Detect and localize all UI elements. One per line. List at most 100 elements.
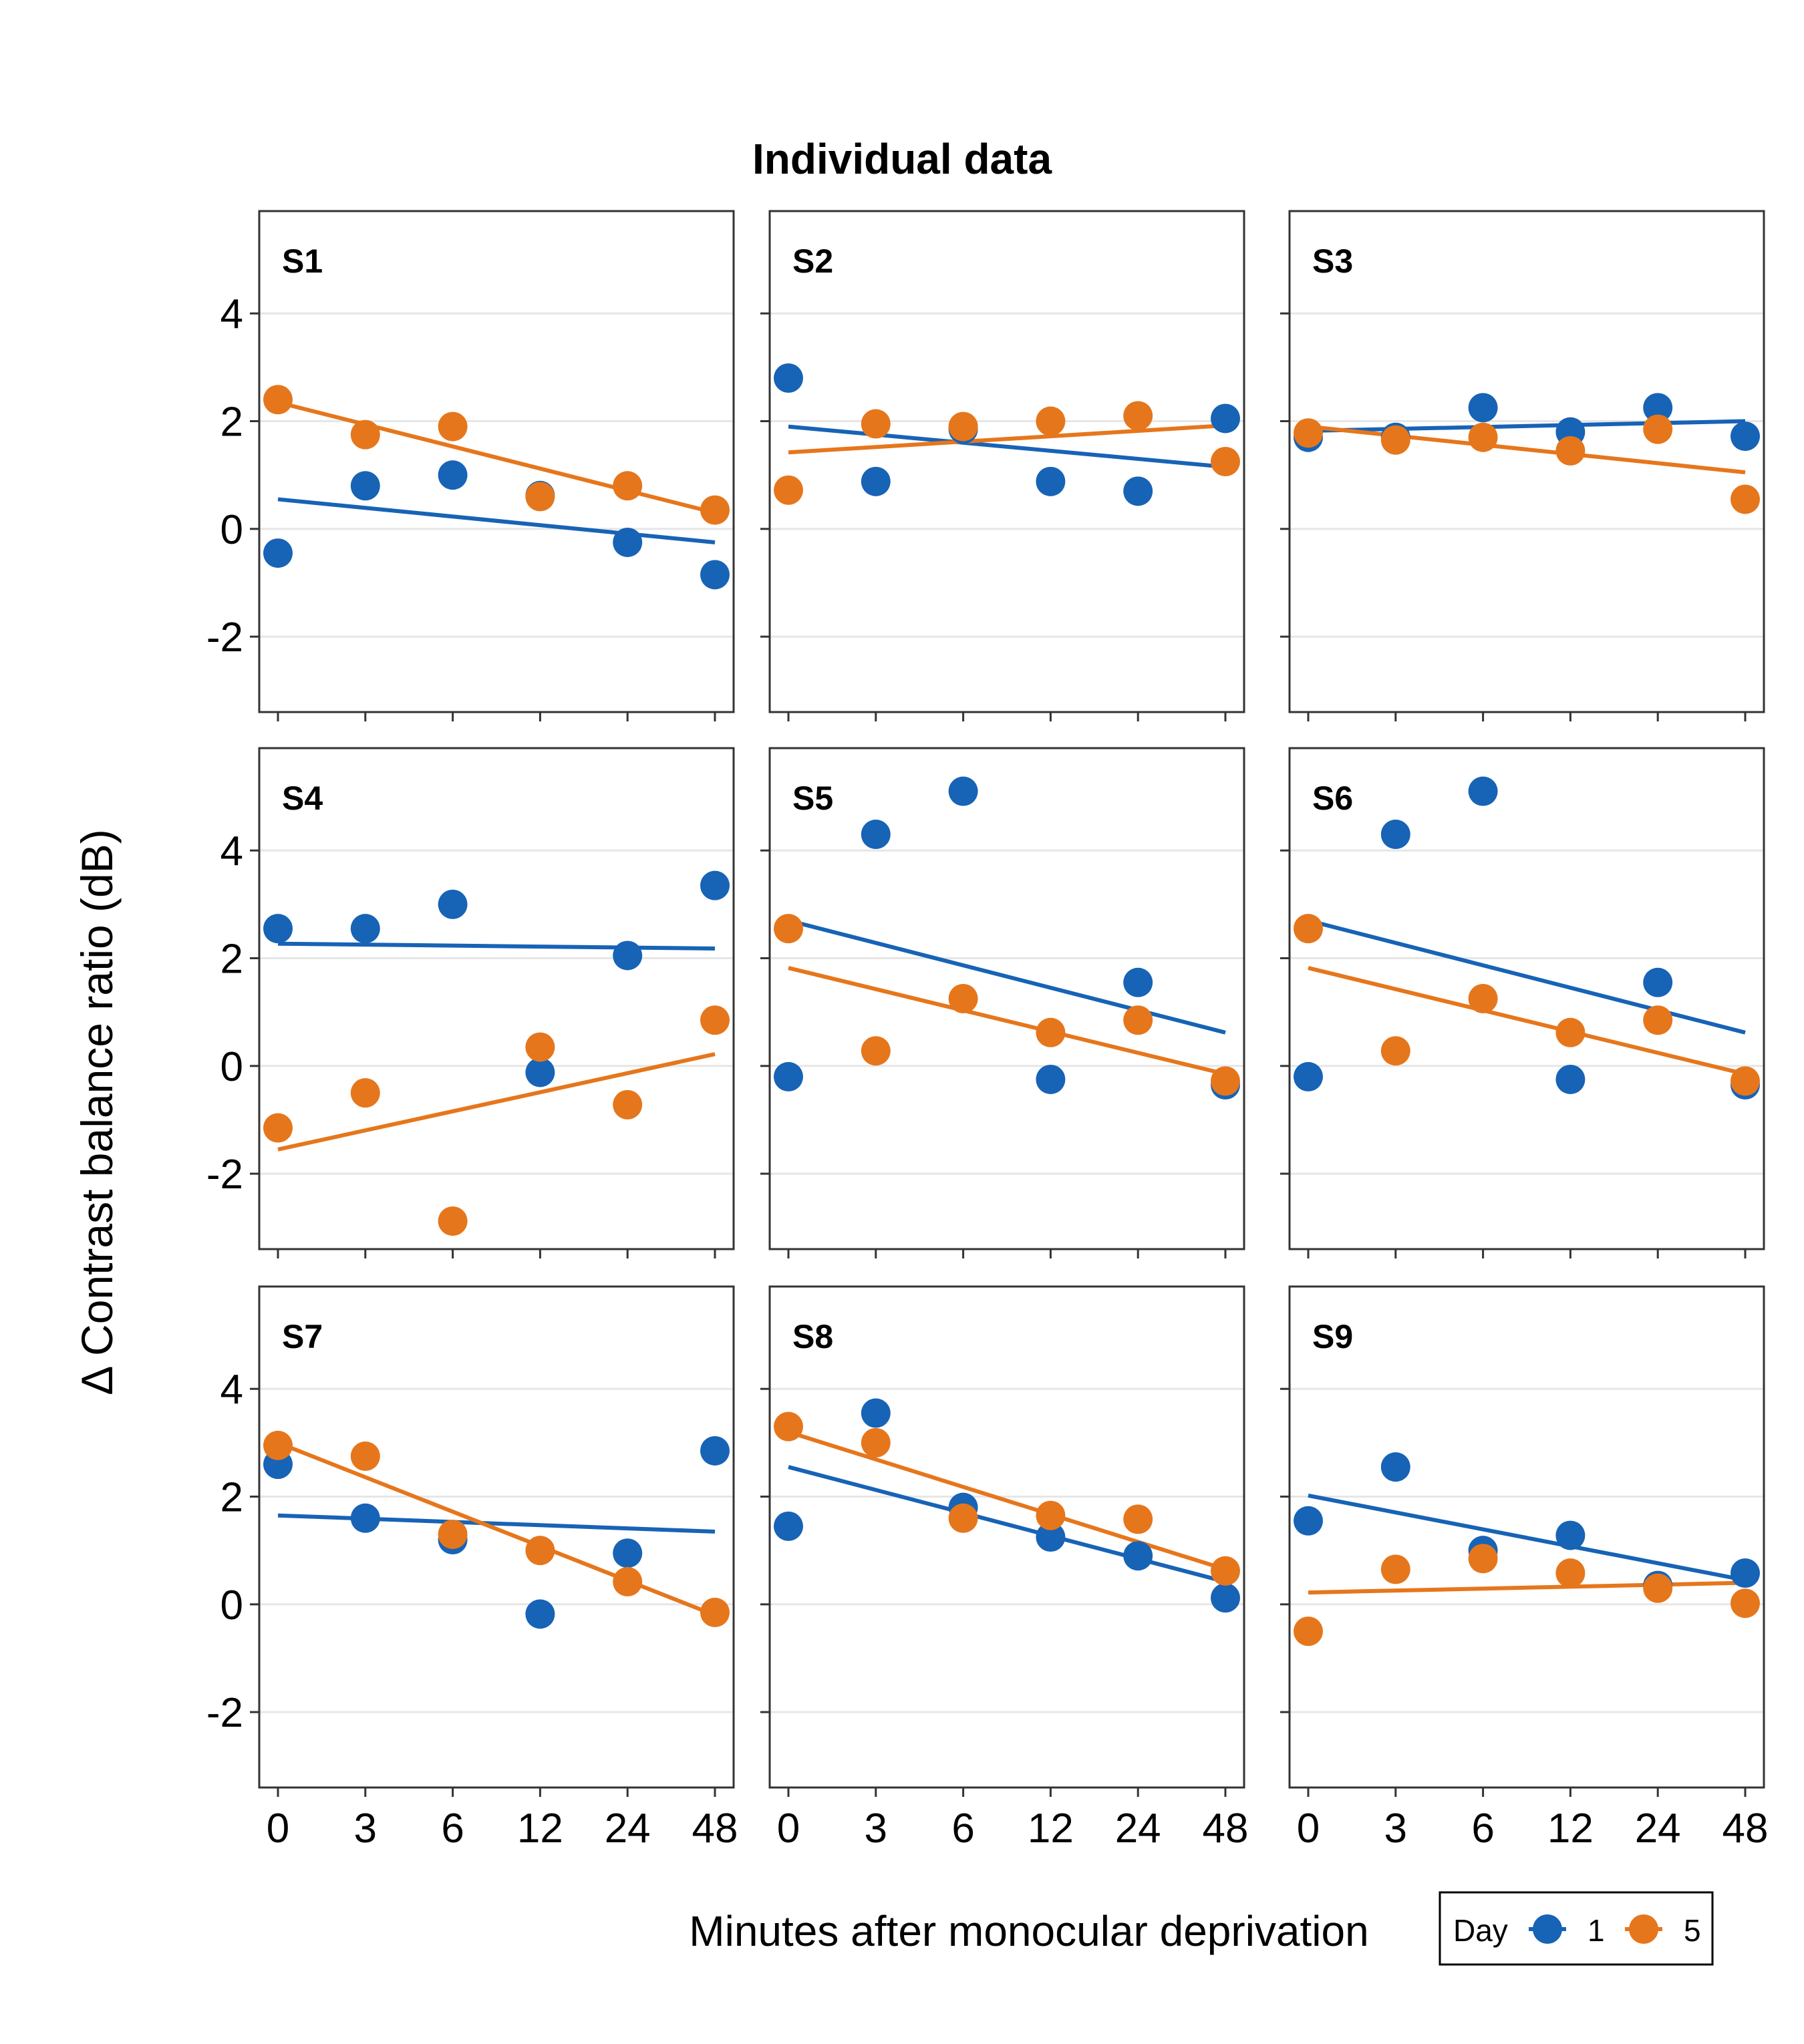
panel-border: [768, 1285, 1245, 1789]
day1-point: [1380, 820, 1410, 850]
day5-fit-line: [788, 1429, 1226, 1572]
panel-background: [259, 1287, 734, 1787]
day1-point: [774, 1061, 803, 1091]
x-tick-label: 12: [517, 1806, 563, 1852]
day5-point: [613, 1089, 643, 1120]
y-tick-label: 0: [220, 1044, 243, 1090]
day5-point: [948, 411, 978, 442]
day5-fit-line: [1308, 966, 1746, 1076]
y-tick-label: 2: [220, 399, 243, 446]
day1-point: [861, 1398, 891, 1428]
day5-point: [263, 1113, 293, 1143]
day1-point: [1555, 1064, 1586, 1094]
day5-point: [1123, 1005, 1153, 1035]
day5-point: [1555, 1017, 1586, 1047]
day5-point: [350, 419, 380, 450]
day5-point: [774, 475, 803, 505]
day1-point: [1211, 403, 1240, 434]
day1-point: [525, 1599, 555, 1629]
panel-border: [1288, 747, 1765, 1250]
panel-background: [770, 1287, 1244, 1787]
day1-point: [774, 1511, 803, 1541]
panel-label: S6: [1312, 780, 1353, 817]
day1-point: [350, 1503, 380, 1533]
day5-fit-line: [788, 423, 1226, 455]
x-tick-label: 0: [777, 1806, 800, 1852]
day1-point: [700, 560, 730, 590]
day1-point: [1211, 1583, 1240, 1613]
x-tick-label: 48: [692, 1806, 738, 1852]
y-tick-label: 2: [220, 936, 243, 983]
day5-point: [1036, 1500, 1066, 1530]
day5-point: [350, 1441, 380, 1472]
day5-point: [525, 1032, 555, 1062]
y-tick-label: 4: [220, 291, 243, 337]
y-tick-label: -2: [206, 615, 243, 661]
day5-point: [1123, 1504, 1153, 1534]
day5-point: [1294, 418, 1323, 448]
day5-point: [1211, 1556, 1240, 1586]
panel-s6: S6: [1280, 747, 1765, 1258]
day5-point: [1731, 1588, 1760, 1619]
y-tick-label: 0: [220, 507, 243, 553]
day5-point: [1211, 447, 1240, 476]
day1-point: [774, 363, 803, 393]
day1-point: [1643, 967, 1673, 997]
day5-point: [948, 1503, 978, 1533]
panel-background: [259, 211, 734, 712]
panel-border: [1288, 210, 1765, 713]
x-tick-label: 24: [605, 1806, 651, 1852]
day1-point: [525, 1057, 555, 1087]
day1-point: [613, 941, 643, 971]
day1-fit-line: [788, 918, 1226, 1035]
day1-fit-line: [788, 1465, 1226, 1584]
day5-point: [438, 1206, 468, 1236]
x-axis-label: Minutes after monocular deprivation: [689, 1907, 1368, 1955]
day5-point: [861, 1036, 891, 1066]
legend-title: Day: [1453, 1913, 1508, 1948]
day5-point: [1294, 914, 1323, 944]
day1-point: [1643, 393, 1673, 423]
day1-point: [861, 820, 891, 850]
day5-point: [1468, 1544, 1498, 1574]
panel-background: [259, 748, 734, 1249]
day5-point: [1294, 1616, 1323, 1647]
y-tick-label: -2: [206, 1690, 243, 1736]
day5-point: [1123, 401, 1153, 431]
day1-point: [263, 914, 293, 944]
day5-point: [613, 1566, 643, 1596]
day5-point: [525, 1536, 555, 1566]
day1-point: [700, 1435, 730, 1466]
panel-label: S2: [792, 242, 833, 280]
day5-point: [1211, 1066, 1240, 1096]
panel-border: [768, 747, 1245, 1250]
panel-label: S5: [792, 780, 833, 817]
day5-point: [1468, 984, 1498, 1013]
day1-point: [263, 538, 293, 568]
day1-fit-line: [277, 497, 716, 544]
day5-point: [1036, 1017, 1066, 1047]
y-tick-label: 4: [220, 1367, 243, 1413]
day1-point: [613, 527, 643, 557]
day1-point: [350, 471, 380, 501]
day1-fit-line: [1308, 419, 1746, 434]
day1-point: [1294, 1506, 1323, 1536]
day1-point: [438, 889, 468, 919]
panel-s8: 0 3 6 12 24 48 S8: [760, 1285, 1248, 1852]
panel-background: [1290, 748, 1764, 1249]
day5-point: [613, 471, 643, 501]
day1-point: [700, 870, 730, 900]
day5-point: [525, 482, 555, 512]
day5-point: [700, 1005, 730, 1035]
y-tick-label: 0: [220, 1582, 243, 1629]
x-tick-label: 12: [1028, 1806, 1074, 1852]
x-tick-label: 24: [1115, 1806, 1161, 1852]
day5-point: [1380, 425, 1410, 455]
panel-label: S8: [792, 1318, 833, 1355]
day5-point: [1643, 1005, 1673, 1035]
day1-point: [1731, 1558, 1760, 1588]
x-tick-label: 6: [951, 1806, 974, 1852]
panel-s5: S5: [760, 747, 1245, 1258]
